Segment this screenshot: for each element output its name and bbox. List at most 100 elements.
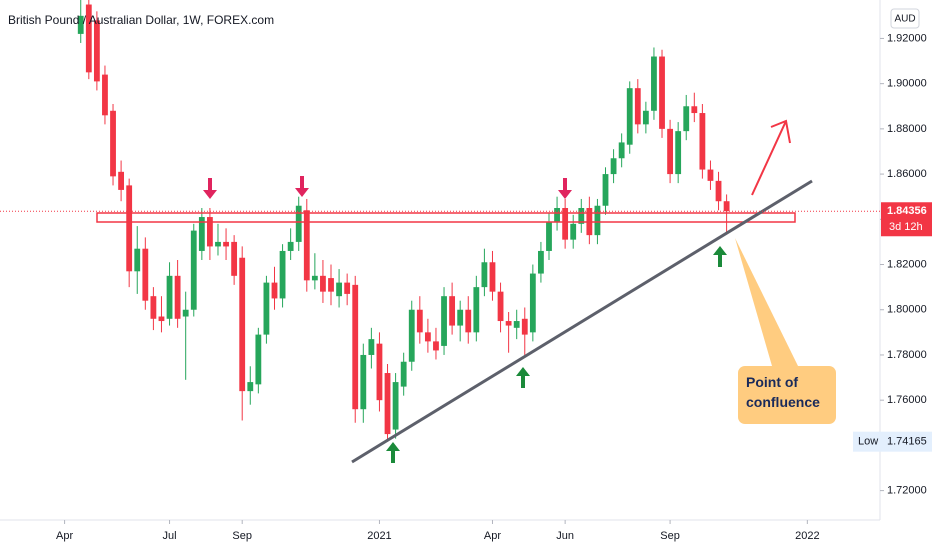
candle-body <box>610 158 617 175</box>
y-tick-label: 1.80000 <box>887 304 927 316</box>
candle-body <box>126 185 133 272</box>
candle-body <box>110 110 116 177</box>
candle-body <box>118 171 125 190</box>
candle-body <box>190 230 197 310</box>
candle-body <box>626 88 633 145</box>
x-tick-label: Sep <box>660 530 680 542</box>
candle-body <box>699 113 706 170</box>
candle-body <box>513 321 520 328</box>
candle-body <box>578 208 585 224</box>
candle-body <box>465 309 472 333</box>
candle-body <box>279 250 286 299</box>
candle-body <box>473 287 480 333</box>
candle-body <box>570 223 577 240</box>
x-tick-label: Jun <box>556 530 574 542</box>
candle-body <box>239 257 246 392</box>
candle-body <box>497 291 504 322</box>
up-arrows <box>386 246 727 463</box>
candle-body <box>602 174 609 206</box>
x-tick-label: Apr <box>484 530 501 542</box>
candle-body <box>311 275 318 281</box>
x-tick-label: Sep <box>232 530 252 542</box>
candle-body <box>683 106 690 132</box>
last-price: 1.84356 <box>887 205 927 217</box>
currency: AUD <box>894 14 915 25</box>
candle-body <box>295 205 302 242</box>
candle-body <box>384 373 391 435</box>
low-label: Low <box>858 436 878 448</box>
candle-body <box>134 248 141 272</box>
annotation: Point of confluence <box>738 366 836 424</box>
candle-body <box>328 278 334 292</box>
trend-line <box>351 179 813 464</box>
y-tick-label: 1.72000 <box>887 485 927 497</box>
candle-body <box>150 296 157 319</box>
projection-arrow <box>751 119 791 196</box>
candle-body <box>424 332 431 342</box>
candle-body <box>433 341 439 351</box>
low-value: 1.74165 <box>887 436 927 448</box>
candle-body <box>336 282 342 297</box>
candle-body <box>255 334 262 385</box>
candle-body <box>303 210 310 281</box>
candle-body <box>642 110 649 125</box>
candle-body <box>546 221 552 251</box>
candle-body <box>618 142 625 159</box>
y-tick-label: 1.78000 <box>887 349 927 361</box>
candle-body <box>368 339 375 355</box>
candle-body <box>93 20 100 82</box>
resistance-zone <box>96 212 796 223</box>
candle-body <box>344 282 351 294</box>
low-box <box>853 431 932 452</box>
candle-body <box>707 169 714 181</box>
countdown: 3d 12h <box>889 221 923 233</box>
candle-body <box>529 273 536 333</box>
x-tick-label: 2021 <box>367 530 391 542</box>
candle-body <box>449 296 456 326</box>
candle-body <box>198 217 205 251</box>
candle-body <box>408 309 415 362</box>
candle-body <box>538 250 544 274</box>
candle-body <box>263 282 270 335</box>
candle-body <box>77 15 84 34</box>
candle-body <box>223 241 229 247</box>
x-tick-label: Jul <box>163 530 177 542</box>
candle-body <box>215 241 221 247</box>
candle-body <box>489 262 496 292</box>
y-tick-label: 1.88000 <box>887 123 927 135</box>
currency-box[interactable] <box>890 8 920 29</box>
y-tick-label: 1.92000 <box>887 32 927 44</box>
candle-body <box>360 354 367 410</box>
candle-body <box>320 275 326 292</box>
candle-body <box>634 88 641 125</box>
candle-body <box>562 208 569 240</box>
candle-body <box>667 128 673 175</box>
candle-body <box>182 309 189 317</box>
y-tick-label: 1.86000 <box>887 168 927 180</box>
candle-body <box>352 284 359 410</box>
candle-body <box>416 309 423 333</box>
candle-body <box>723 201 730 212</box>
candle-body <box>651 56 657 111</box>
candle-body <box>271 282 278 299</box>
candle-body <box>594 205 601 236</box>
candle-body <box>166 275 173 319</box>
candle-body <box>287 241 294 251</box>
candle-body <box>174 275 181 319</box>
candle-body <box>554 208 560 222</box>
down-arrows <box>203 176 572 199</box>
candle-body <box>207 217 213 247</box>
y-tick-label: 1.82000 <box>887 258 927 270</box>
candle-body <box>376 343 383 401</box>
candle-body <box>142 248 149 301</box>
x-tick-label: 2022 <box>795 530 819 542</box>
candle-body <box>691 106 698 114</box>
chart-title: British Pound / Australian Dollar, 1W, F… <box>8 13 274 27</box>
x-tick-label: Apr <box>56 530 73 542</box>
candle-body <box>659 56 665 129</box>
candles <box>77 0 730 442</box>
candle-body <box>158 316 165 322</box>
candle-body <box>715 180 722 202</box>
